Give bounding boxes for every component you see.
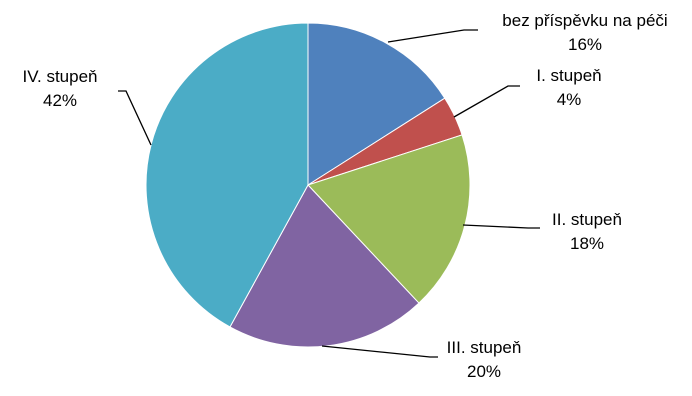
slice-label: II. stupeň <box>552 210 622 229</box>
slice-value-label: 20% <box>467 362 501 381</box>
data-label-i-stupen: I. stupeň 4% <box>536 66 601 109</box>
leader-line-bez-prispevku-na-peci <box>387 29 478 43</box>
leader-line-i-stupen <box>453 85 520 118</box>
slice-value-label: 18% <box>570 234 604 253</box>
slice-label: III. stupeň <box>447 338 522 357</box>
leader-line-iii-stupen <box>321 345 438 358</box>
leader-line-iv-stupen <box>118 90 152 146</box>
slice-label: I. stupeň <box>536 66 601 85</box>
slice-value-label: 16% <box>568 35 602 54</box>
slice-value-label: 4% <box>557 90 582 109</box>
data-labels: bez příspěvku na péči 16% I. stupeň 4% II. s… <box>23 11 668 381</box>
data-label-iv-stupen: IV. stupeň 42% <box>23 67 98 110</box>
slice-value-label: 42% <box>43 91 77 110</box>
data-label-ii-stupen: II. stupeň 18% <box>552 210 622 253</box>
pie-slice-iii-stupen <box>229 184 420 348</box>
slice-label: bez příspěvku na péči <box>502 11 667 30</box>
data-label-bez-prispevku-na-peci: bez příspěvku na péči 16% <box>502 11 667 54</box>
leader-line-ii-stupen <box>462 224 540 229</box>
leader-lines <box>118 29 540 358</box>
pie-slice-bez-prispevku-na-peci <box>307 22 446 186</box>
slice-label: IV. stupeň <box>23 67 98 86</box>
pie-slices <box>145 22 471 348</box>
data-label-iii-stupen: III. stupeň 20% <box>447 338 522 381</box>
